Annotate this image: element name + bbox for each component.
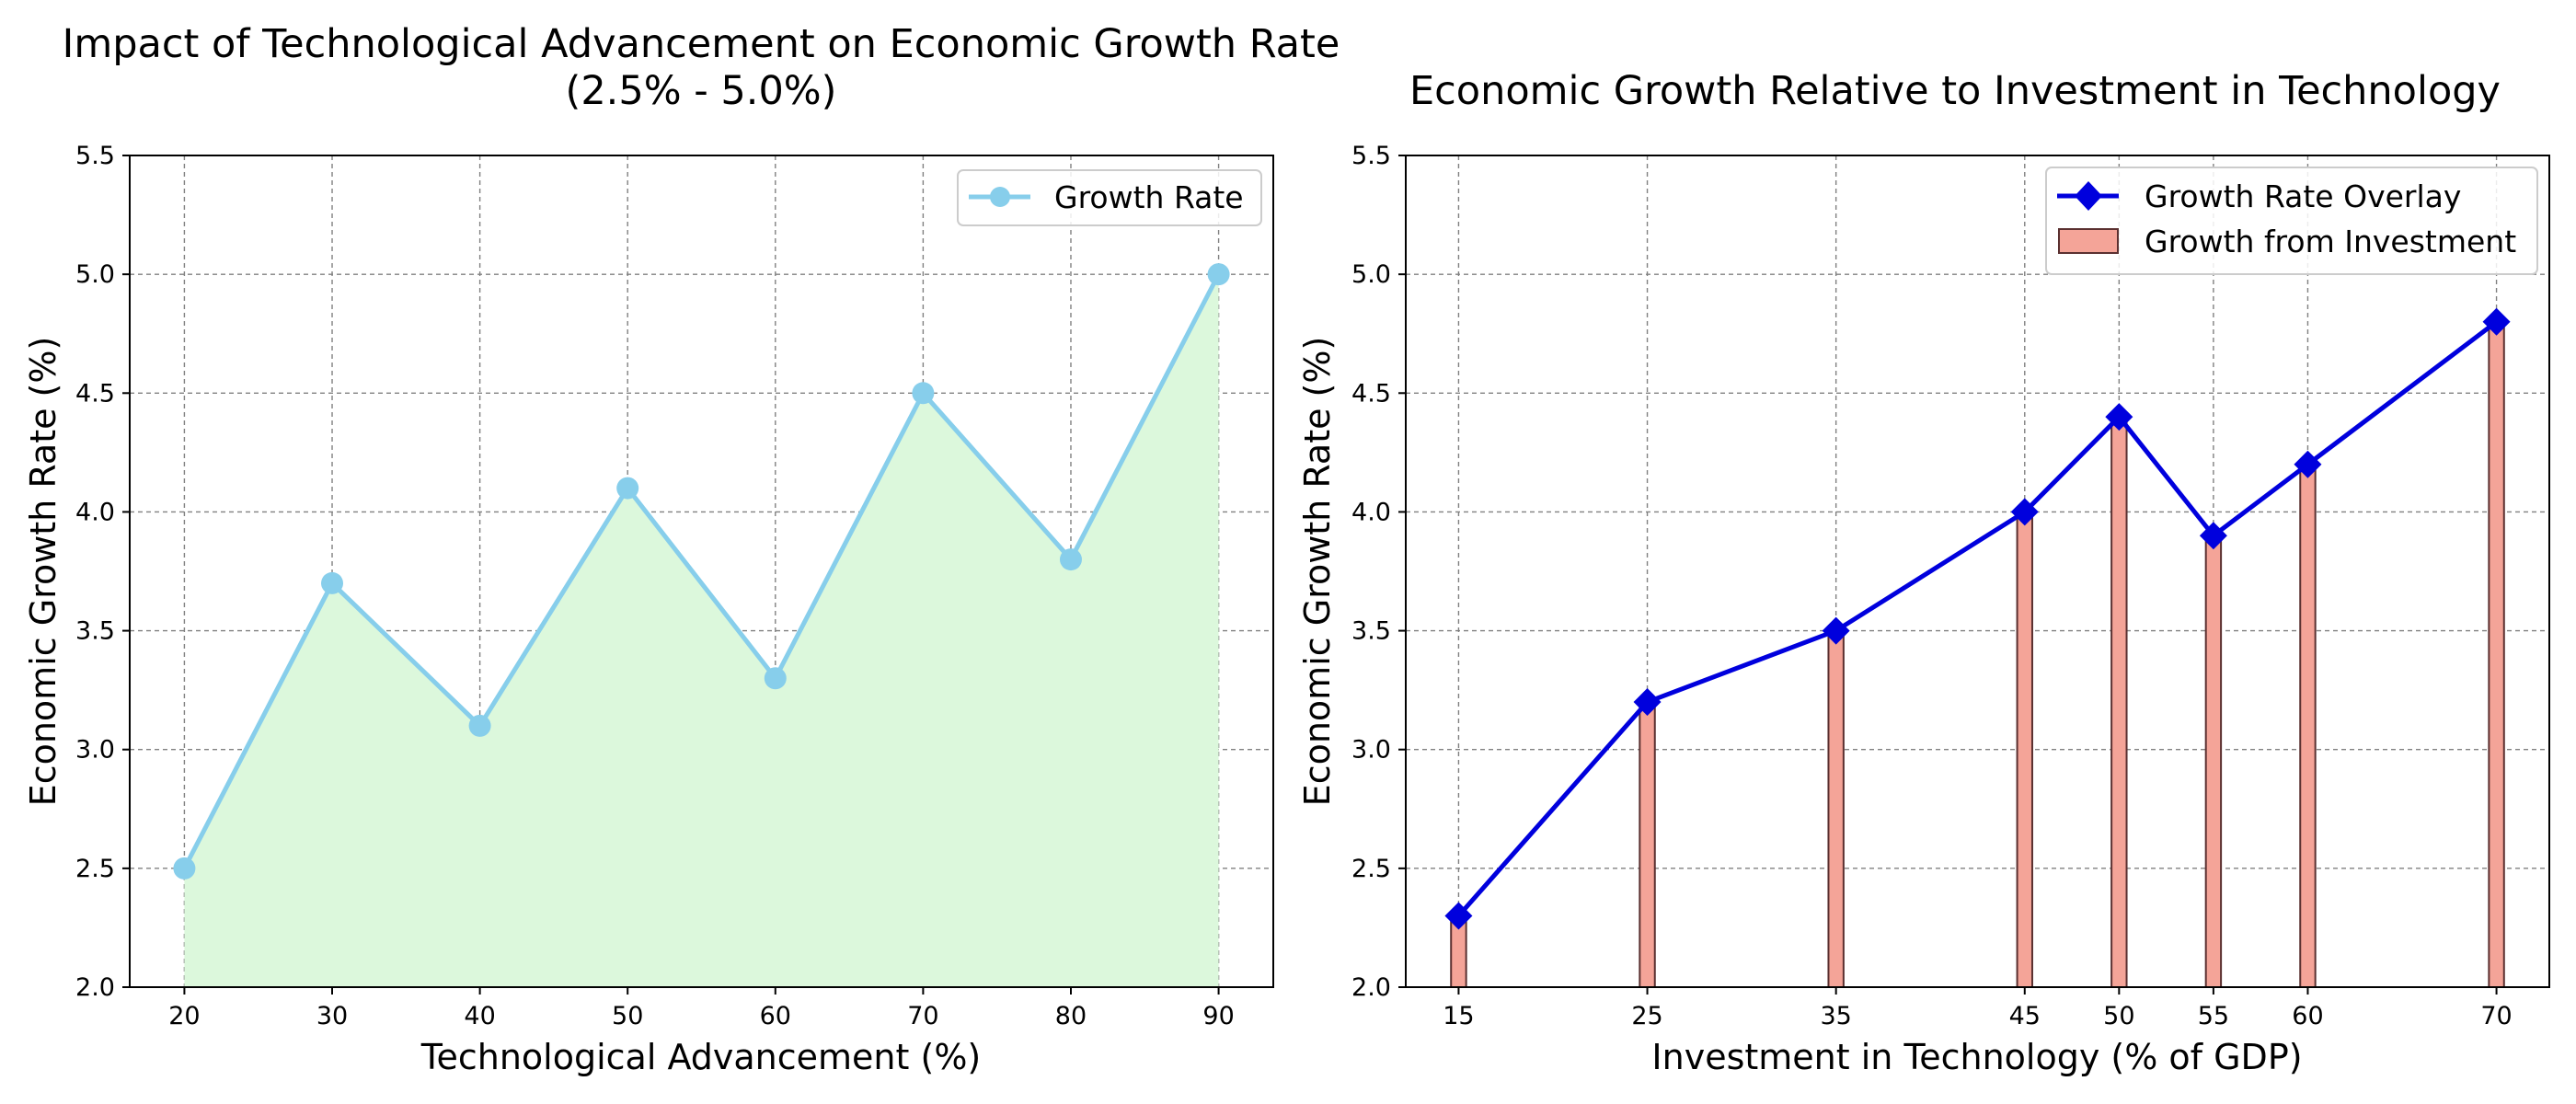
chart-left-title-line2: (2.5% - 5.0%) — [566, 68, 837, 114]
legend-label-growth-from-investment: Growth from Investment — [2145, 224, 2516, 259]
bar — [2110, 416, 2128, 989]
bar — [1827, 629, 1845, 988]
chart-right: Economic Growth Relative to Investment i… — [1297, 68, 2550, 1077]
data-point — [764, 667, 787, 690]
data-point-diamond — [2010, 498, 2039, 526]
data-point-diamond — [2294, 450, 2322, 478]
data-point-diamond — [2199, 522, 2227, 550]
y-tick-label: 5.0 — [1351, 260, 1391, 289]
y-tick-label: 2.5 — [75, 855, 115, 883]
chart-left-x-ticks: 20 30 40 50 60 70 80 90 — [168, 987, 1235, 1030]
data-point — [912, 382, 935, 405]
bar — [2488, 320, 2505, 988]
data-point-diamond — [2105, 403, 2133, 431]
chart-right-y-axis-label: Economic Growth Rate (%) — [1297, 337, 1338, 807]
chart-left-title-line1: Impact of Technological Advancement on E… — [63, 21, 1340, 67]
chart-right-points — [1444, 307, 2511, 930]
chart-left: Impact of Technological Advancement on E… — [23, 21, 1340, 1077]
y-tick-label: 4.0 — [1351, 498, 1391, 526]
x-tick-label: 90 — [1202, 1002, 1234, 1030]
x-tick-label: 60 — [2292, 1002, 2323, 1030]
chart-right-frame — [1405, 155, 2550, 988]
y-tick-label: 4.5 — [1351, 379, 1391, 408]
x-tick-label: 20 — [168, 1002, 200, 1030]
chart-right-x-axis-label: Investment in Technology (% of GDP) — [1651, 1037, 2302, 1077]
x-tick-label: 50 — [2103, 1002, 2134, 1030]
legend-circle-marker — [990, 187, 1010, 207]
x-tick-label: 30 — [316, 1002, 348, 1030]
y-tick-label: 3.0 — [1351, 736, 1391, 765]
x-tick-label: 70 — [2480, 1002, 2512, 1030]
data-point — [173, 857, 196, 880]
bar — [2299, 463, 2317, 988]
data-point — [616, 477, 639, 500]
data-point-diamond — [1444, 902, 1473, 930]
x-tick-label: 60 — [760, 1002, 791, 1030]
data-point-diamond — [2482, 307, 2511, 336]
chart-left-legend: Growth Rate — [957, 169, 1262, 226]
legend-box — [957, 169, 1262, 226]
chart-right-x-ticks: 15 25 35 45 50 55 60 70 — [1443, 987, 2513, 1030]
chart-right-legend: Growth Rate Overlay Growth from Investme… — [2045, 167, 2538, 275]
chart-left-area-fill — [184, 274, 1219, 988]
chart-left-points — [173, 263, 1230, 880]
chart-right-bars — [1450, 320, 2505, 989]
legend-bar-swatch — [2058, 228, 2119, 254]
legend-box — [2045, 167, 2538, 275]
chart-left-x-axis-label: Technological Advancement (%) — [420, 1037, 982, 1077]
x-tick-label: 80 — [1055, 1002, 1087, 1030]
x-tick-label: 70 — [907, 1002, 938, 1030]
x-tick-label: 35 — [1820, 1002, 1851, 1030]
y-tick-label: 5.0 — [75, 260, 115, 289]
x-tick-label: 45 — [2009, 1002, 2041, 1030]
x-tick-label: 25 — [1631, 1002, 1662, 1030]
y-tick-label: 5.5 — [1351, 142, 1391, 170]
chart-right-title: Economic Growth Relative to Investment i… — [1409, 68, 2501, 114]
y-tick-label: 3.5 — [75, 617, 115, 646]
y-tick-label: 2.0 — [1351, 973, 1391, 1002]
data-point-diamond — [1633, 688, 1662, 717]
y-tick-label: 4.0 — [75, 498, 115, 526]
legend-diamond-marker — [2075, 181, 2102, 211]
bar — [2016, 511, 2033, 988]
bar — [2204, 535, 2223, 988]
x-tick-label: 55 — [2198, 1002, 2229, 1030]
data-point-diamond — [1822, 616, 1850, 645]
data-point — [1207, 263, 1230, 286]
chart-left-frame — [129, 155, 1274, 988]
chart-right-y-ticks: 2.0 2.5 3.0 3.5 4.0 4.5 5.0 5.5 — [1351, 142, 1406, 1002]
data-point — [1059, 548, 1082, 571]
x-tick-label: 50 — [612, 1002, 643, 1030]
chart-left-y-axis-label: Economic Growth Rate (%) — [23, 337, 63, 807]
bar — [1639, 701, 1656, 988]
y-tick-label: 3.0 — [75, 736, 115, 765]
chart-right-series-line — [1456, 319, 2499, 918]
y-tick-label: 5.5 — [75, 142, 115, 170]
legend-label-growth-rate: Growth Rate — [1054, 179, 1244, 215]
y-tick-label: 2.0 — [75, 973, 115, 1002]
y-tick-label: 2.5 — [1351, 855, 1391, 883]
y-tick-label: 4.5 — [75, 379, 115, 408]
x-tick-label: 15 — [1443, 1002, 1474, 1030]
legend-label-growth-rate-overlay: Growth Rate Overlay — [2145, 178, 2461, 214]
x-tick-label: 40 — [464, 1002, 495, 1030]
chart-left-series-line — [182, 272, 1221, 870]
chart-right-grid — [1406, 155, 2549, 988]
y-tick-label: 3.5 — [1351, 617, 1391, 646]
data-point — [321, 571, 344, 594]
data-point — [468, 714, 491, 737]
chart-left-y-ticks: 2.0 2.5 3.0 3.5 4.0 4.5 5.0 5.5 — [75, 142, 130, 1002]
